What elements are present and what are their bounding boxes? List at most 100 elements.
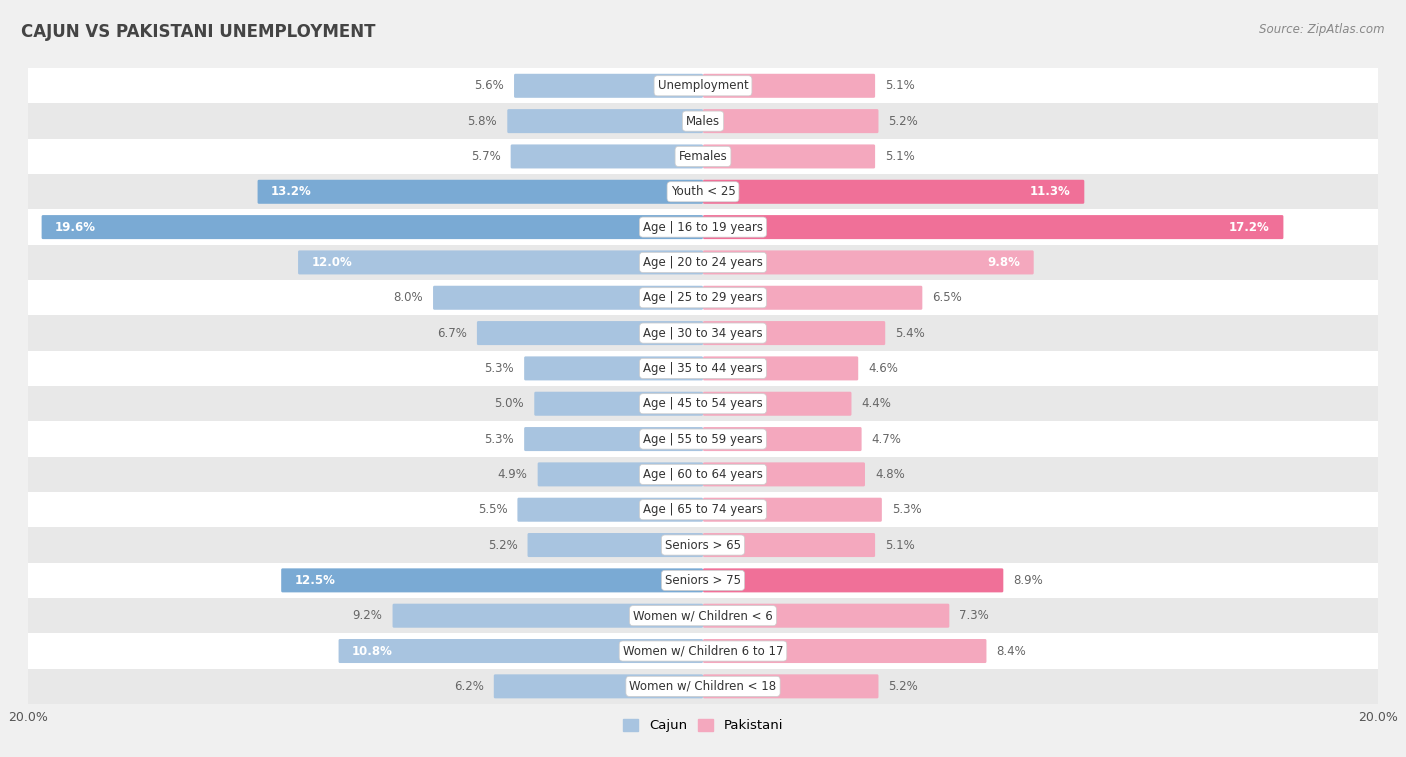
Text: Women w/ Children 6 to 17: Women w/ Children 6 to 17 — [623, 644, 783, 658]
Text: Females: Females — [679, 150, 727, 163]
FancyBboxPatch shape — [703, 391, 852, 416]
FancyBboxPatch shape — [433, 285, 703, 310]
Text: 4.8%: 4.8% — [875, 468, 905, 481]
FancyBboxPatch shape — [703, 639, 987, 663]
Text: 5.2%: 5.2% — [488, 538, 517, 552]
Text: Males: Males — [686, 114, 720, 128]
Text: 17.2%: 17.2% — [1229, 220, 1270, 234]
Text: 12.0%: 12.0% — [312, 256, 353, 269]
FancyBboxPatch shape — [703, 603, 949, 628]
Text: 13.2%: 13.2% — [271, 185, 312, 198]
Text: 5.8%: 5.8% — [468, 114, 498, 128]
Text: 6.5%: 6.5% — [932, 291, 962, 304]
Text: Seniors > 65: Seniors > 65 — [665, 538, 741, 552]
Text: 8.0%: 8.0% — [394, 291, 423, 304]
FancyBboxPatch shape — [257, 179, 703, 204]
Bar — [28, 562, 1378, 598]
Text: CAJUN VS PAKISTANI UNEMPLOYMENT: CAJUN VS PAKISTANI UNEMPLOYMENT — [21, 23, 375, 41]
FancyBboxPatch shape — [534, 391, 703, 416]
Text: 11.3%: 11.3% — [1031, 185, 1071, 198]
Bar — [28, 316, 1378, 350]
FancyBboxPatch shape — [537, 463, 703, 487]
FancyBboxPatch shape — [42, 215, 703, 239]
Text: Age | 45 to 54 years: Age | 45 to 54 years — [643, 397, 763, 410]
Bar — [28, 350, 1378, 386]
Text: Age | 20 to 24 years: Age | 20 to 24 years — [643, 256, 763, 269]
Text: 5.3%: 5.3% — [485, 362, 515, 375]
FancyBboxPatch shape — [703, 285, 922, 310]
Text: 8.4%: 8.4% — [997, 644, 1026, 658]
Text: 5.2%: 5.2% — [889, 680, 918, 693]
Bar — [28, 280, 1378, 316]
FancyBboxPatch shape — [703, 321, 886, 345]
Text: Unemployment: Unemployment — [658, 79, 748, 92]
Text: Age | 55 to 59 years: Age | 55 to 59 years — [643, 432, 763, 446]
FancyBboxPatch shape — [527, 533, 703, 557]
Bar — [28, 174, 1378, 210]
FancyBboxPatch shape — [524, 427, 703, 451]
Text: Age | 35 to 44 years: Age | 35 to 44 years — [643, 362, 763, 375]
FancyBboxPatch shape — [703, 109, 879, 133]
Text: 5.5%: 5.5% — [478, 503, 508, 516]
Text: 10.8%: 10.8% — [352, 644, 392, 658]
FancyBboxPatch shape — [703, 533, 875, 557]
Legend: Cajun, Pakistani: Cajun, Pakistani — [623, 719, 783, 732]
Bar — [28, 104, 1378, 139]
FancyBboxPatch shape — [703, 73, 875, 98]
Bar — [28, 422, 1378, 456]
FancyBboxPatch shape — [703, 215, 1284, 239]
Text: 5.1%: 5.1% — [886, 79, 915, 92]
FancyBboxPatch shape — [339, 639, 703, 663]
FancyBboxPatch shape — [477, 321, 703, 345]
FancyBboxPatch shape — [703, 179, 1084, 204]
Text: Age | 30 to 34 years: Age | 30 to 34 years — [643, 326, 763, 340]
Text: 9.8%: 9.8% — [987, 256, 1021, 269]
FancyBboxPatch shape — [281, 569, 703, 593]
Text: 4.6%: 4.6% — [869, 362, 898, 375]
FancyBboxPatch shape — [524, 357, 703, 381]
FancyBboxPatch shape — [703, 463, 865, 487]
Text: 5.3%: 5.3% — [891, 503, 921, 516]
Text: Age | 65 to 74 years: Age | 65 to 74 years — [643, 503, 763, 516]
Bar — [28, 528, 1378, 562]
Text: 5.0%: 5.0% — [495, 397, 524, 410]
Bar — [28, 634, 1378, 668]
FancyBboxPatch shape — [508, 109, 703, 133]
Bar — [28, 68, 1378, 104]
Text: 8.9%: 8.9% — [1014, 574, 1043, 587]
FancyBboxPatch shape — [298, 251, 703, 275]
Text: 6.2%: 6.2% — [454, 680, 484, 693]
Bar — [28, 139, 1378, 174]
Text: 6.7%: 6.7% — [437, 326, 467, 340]
Text: 5.4%: 5.4% — [896, 326, 925, 340]
Bar — [28, 492, 1378, 528]
Bar — [28, 386, 1378, 422]
Text: 5.2%: 5.2% — [889, 114, 918, 128]
Text: 4.7%: 4.7% — [872, 432, 901, 446]
Bar — [28, 245, 1378, 280]
Text: 12.5%: 12.5% — [295, 574, 336, 587]
Bar — [28, 210, 1378, 245]
FancyBboxPatch shape — [510, 145, 703, 169]
Text: 7.3%: 7.3% — [959, 609, 990, 622]
Text: Women w/ Children < 18: Women w/ Children < 18 — [630, 680, 776, 693]
FancyBboxPatch shape — [517, 497, 703, 522]
Bar — [28, 456, 1378, 492]
Text: Youth < 25: Youth < 25 — [671, 185, 735, 198]
Text: 4.9%: 4.9% — [498, 468, 527, 481]
Text: Age | 16 to 19 years: Age | 16 to 19 years — [643, 220, 763, 234]
Bar — [28, 598, 1378, 634]
FancyBboxPatch shape — [703, 145, 875, 169]
Bar — [28, 668, 1378, 704]
Text: 5.7%: 5.7% — [471, 150, 501, 163]
Text: 5.1%: 5.1% — [886, 150, 915, 163]
FancyBboxPatch shape — [703, 497, 882, 522]
Text: Age | 60 to 64 years: Age | 60 to 64 years — [643, 468, 763, 481]
Text: Women w/ Children < 6: Women w/ Children < 6 — [633, 609, 773, 622]
Text: 5.3%: 5.3% — [485, 432, 515, 446]
FancyBboxPatch shape — [703, 674, 879, 699]
FancyBboxPatch shape — [703, 427, 862, 451]
Text: 5.1%: 5.1% — [886, 538, 915, 552]
Text: 4.4%: 4.4% — [862, 397, 891, 410]
FancyBboxPatch shape — [494, 674, 703, 699]
